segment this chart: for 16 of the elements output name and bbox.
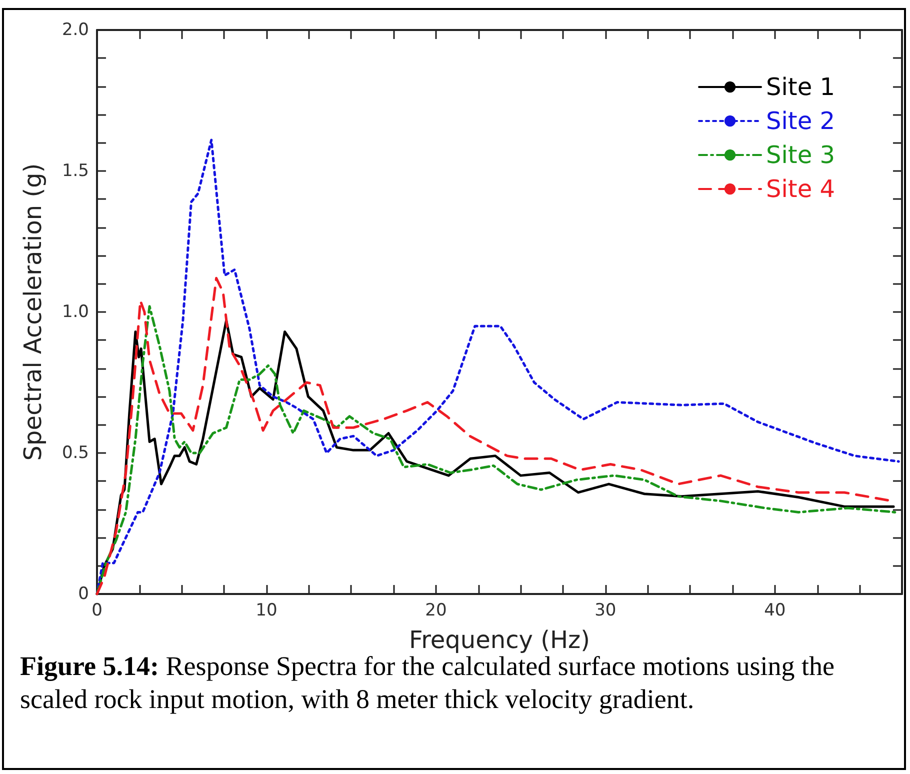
legend-label: Site 1 xyxy=(766,73,836,101)
x-tick-label: 40 xyxy=(764,600,786,620)
legend-label: Site 3 xyxy=(766,141,836,169)
y-tick-label: 0.5 xyxy=(62,443,89,463)
x-tick-label: 20 xyxy=(425,600,447,620)
legend-label: Site 2 xyxy=(766,107,836,135)
x-axis-title: Frequency (Hz) xyxy=(409,626,590,654)
legend-label: Site 4 xyxy=(766,175,836,203)
y-tick-label: 2.0 xyxy=(62,20,89,40)
x-tick-label: 30 xyxy=(594,600,616,620)
x-tick-label: 0 xyxy=(92,600,102,620)
y-axis-title: Spectral Acceleration (g) xyxy=(19,163,47,461)
y-tick-label: 1.5 xyxy=(62,161,89,181)
x-tick-label: 10 xyxy=(256,600,278,620)
y-tick-label: 0 xyxy=(78,584,89,604)
y-tick-label: 1.0 xyxy=(62,302,89,322)
